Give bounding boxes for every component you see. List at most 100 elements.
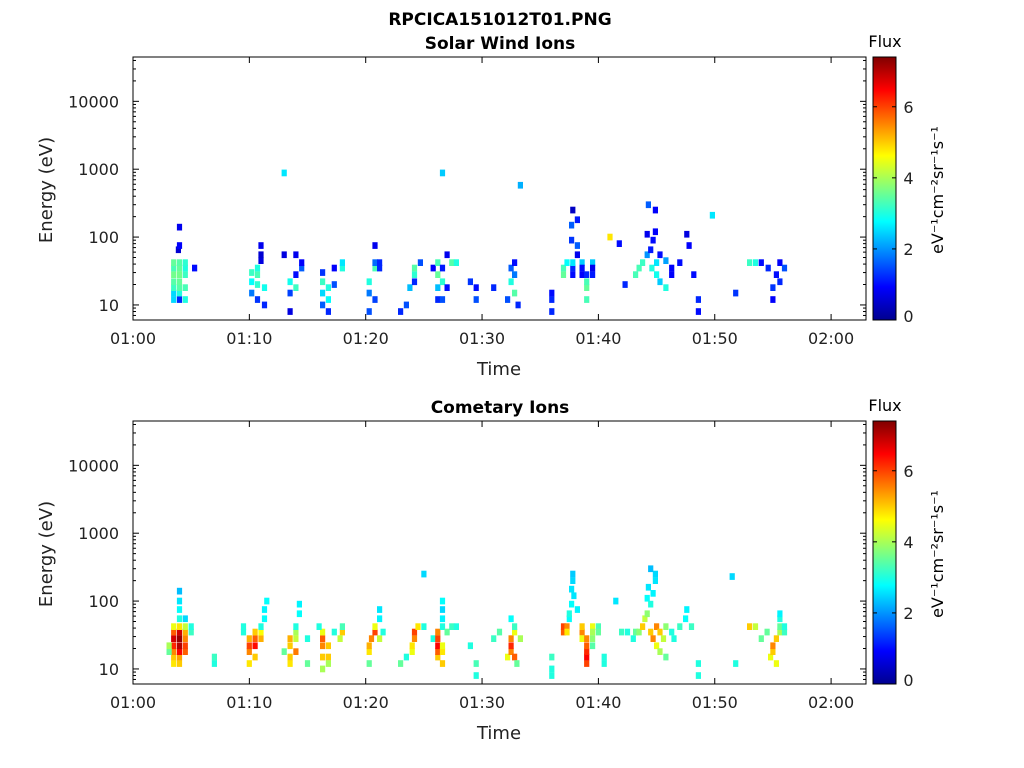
heatmap-cell: [777, 259, 783, 266]
heatmap-cell: [601, 660, 607, 667]
heatmap-cell: [325, 284, 331, 291]
x-tick-label: 01:10: [226, 329, 272, 348]
heatmap-cell: [677, 623, 683, 630]
heatmap-cell: [640, 259, 646, 266]
heatmap-cell: [770, 642, 776, 650]
heatmap-cell: [249, 289, 255, 297]
heatmap-cell: [176, 653, 183, 661]
heatmap-cell: [287, 289, 293, 297]
heatmap-cell: [733, 660, 739, 667]
y-tick-label: 100: [88, 228, 119, 247]
heatmap-cell: [684, 606, 690, 613]
heatmap-cell: [570, 271, 576, 278]
heatmap-cell: [281, 251, 287, 259]
colorbar-axis: 0 2 4 6: [873, 462, 914, 690]
heatmap-cell: [590, 628, 596, 636]
heatmap-cell: [444, 628, 450, 636]
heatmap-cell: [473, 284, 479, 291]
heatmap-cell: [258, 635, 264, 642]
heatmap-cell: [409, 648, 415, 655]
heatmap-cell: [590, 642, 596, 650]
heatmap-cell: [435, 648, 441, 655]
heatmap-cell: [171, 271, 177, 278]
heatmap-cell: [254, 271, 261, 278]
colorbar-title: Flux: [868, 32, 901, 51]
heatmap-cell: [508, 642, 514, 650]
heatmap-cell: [648, 600, 654, 608]
heatmap-cell: [299, 264, 305, 272]
y-tick-label: 10: [99, 296, 119, 315]
heatmap-cell: [650, 635, 656, 642]
heatmap-cell: [411, 278, 418, 286]
heatmap-cell: [777, 615, 783, 623]
heatmap-cell: [377, 259, 383, 266]
x-axis-label: Time: [476, 723, 521, 744]
y-tick-label: 100: [88, 592, 119, 611]
heatmap-cell: [264, 597, 270, 605]
heatmap-cell: [695, 660, 701, 667]
heatmap-cell: [640, 623, 646, 630]
heatmap-cell: [512, 289, 518, 297]
y-axis: 10 100 1000 10000: [68, 59, 866, 321]
heatmap-cell: [287, 278, 293, 286]
heatmap-cell: [644, 594, 650, 602]
heatmap-cell: [584, 296, 590, 303]
heatmap-cell: [176, 615, 183, 623]
heatmap-cell: [467, 642, 473, 650]
heatmap-cell: [372, 242, 378, 249]
heatmap-cell: [320, 269, 326, 276]
figure-title: RPCICA151012T01.PNG: [388, 10, 611, 30]
heatmap-cell: [683, 615, 689, 623]
heatmap-cell: [171, 628, 177, 636]
heatmap-cell: [281, 169, 287, 177]
heatmap-cell: [176, 606, 183, 613]
x-tick-label: 01:20: [343, 329, 389, 348]
heatmap-cell: [560, 623, 567, 630]
heatmap-cell: [171, 635, 177, 642]
x-axis: 01:00 01:10 01:20 01:30 01:40 01:50 02:00: [110, 57, 854, 348]
heatmap-cell: [331, 264, 337, 272]
heatmap-cell: [366, 648, 372, 655]
heatmap-cell: [654, 271, 660, 278]
heatmap-cell: [421, 623, 427, 630]
heatmap-cell: [781, 623, 788, 630]
heatmap-cell: [176, 660, 183, 667]
heatmap-cell: [549, 653, 555, 661]
x-axis: 01:00 01:10 01:20 01:30 01:40 01:50 02:00: [110, 421, 854, 712]
heatmap-cell: [246, 660, 252, 667]
heatmap-cell: [430, 635, 436, 642]
heatmap-cell: [171, 259, 177, 266]
heatmap-cell: [182, 648, 188, 655]
heatmap-cell: [304, 660, 311, 667]
heatmap-cell: [642, 615, 648, 623]
x-tick-label: 01:30: [459, 693, 505, 712]
colorbar-unit: eV⁻¹cm⁻²sr⁻¹s⁻¹: [928, 126, 947, 254]
heatmap-cell: [435, 653, 441, 661]
heatmap-cell: [439, 278, 446, 286]
heatmap-cell: [421, 570, 427, 578]
heatmap-cell: [261, 301, 268, 309]
heatmap-cell: [258, 242, 264, 249]
heatmap-cell: [570, 206, 576, 214]
heatmap-cell: [449, 623, 455, 630]
heatmap-cell: [182, 635, 188, 642]
heatmap-cell: [512, 653, 518, 661]
heatmap-cell: [439, 169, 446, 177]
heatmap-cell: [435, 284, 441, 291]
heatmap-cell: [320, 665, 326, 673]
heatmap-cell: [435, 642, 441, 650]
heatmap-cell: [505, 296, 511, 303]
heatmap-cell: [566, 615, 572, 623]
heatmap-cell: [188, 628, 194, 636]
heatmap-cell: [517, 635, 523, 642]
heatmap-cell: [182, 623, 188, 630]
heatmap-cell: [473, 672, 479, 679]
colorbar-tick-label: 2: [903, 604, 913, 623]
heatmap-cell: [366, 289, 372, 297]
heatmap-cell: [287, 642, 293, 650]
heatmap-cell: [252, 653, 258, 661]
heatmap-cell: [435, 628, 441, 636]
x-tick-label: 01:10: [226, 693, 272, 712]
heatmap-cell: [176, 642, 183, 650]
y-axis: 10 100 1000 10000: [68, 423, 866, 685]
